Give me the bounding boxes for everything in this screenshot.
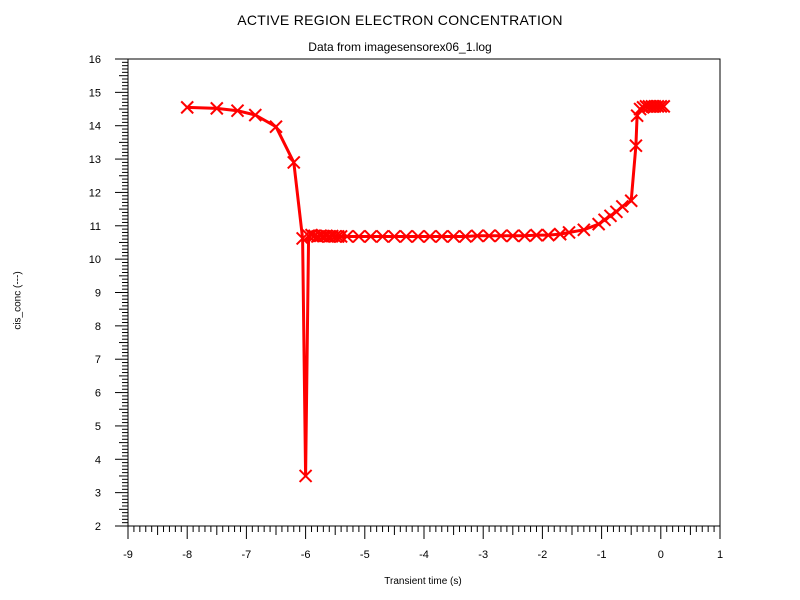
data-point-marker (529, 228, 544, 242)
y-tick-label: 7 (95, 354, 101, 366)
x-tick-label: -3 (478, 549, 488, 561)
y-tick-label: 10 (89, 254, 101, 266)
y-axis-label: cis_conc (---) (12, 271, 24, 330)
data-point-marker (364, 229, 378, 244)
x-tick-label: 0 (658, 549, 664, 561)
data-point-marker (458, 229, 473, 244)
x-tick-label: -9 (123, 549, 133, 561)
data-point-marker (387, 229, 402, 244)
data-point-marker (494, 229, 508, 243)
data-point-marker (446, 229, 461, 244)
x-axis: -9 -8 -7 -6 -5 -4 -3 -2 -1 0 1 (123, 526, 723, 561)
data-point-marker (248, 108, 262, 122)
data-point-marker (411, 229, 425, 244)
y-tick-label: 15 (89, 87, 101, 99)
x-tick-label: 1 (717, 549, 723, 561)
data-point-marker (375, 229, 390, 244)
series-line (187, 104, 664, 478)
data-point-marker (470, 229, 484, 243)
data-point-marker (435, 229, 449, 244)
data-point-marker (340, 229, 354, 244)
data-point-marker (334, 229, 348, 244)
y-tick-label: 9 (95, 288, 101, 300)
data-point-marker (230, 103, 245, 118)
data-point-marker (269, 120, 283, 134)
data-point-marker (399, 229, 413, 244)
x-tick-label: -8 (182, 549, 192, 561)
y-tick-label: 5 (95, 421, 101, 433)
x-axis-label: Transient time (s) (384, 576, 462, 587)
data-point-marker (562, 225, 576, 240)
data-point-marker (591, 217, 606, 231)
y-axis: 2 3 4 5 6 7 8 9 10 11 12 13 14 15 16 (89, 54, 128, 533)
data-point-marker (597, 213, 612, 227)
data-point-marker (328, 229, 342, 244)
data-point-marker (657, 99, 671, 114)
y-tick-label: 8 (95, 321, 101, 333)
data-point-marker (615, 199, 630, 214)
data-point-marker (603, 209, 618, 223)
y-tick-label: 11 (90, 221, 101, 233)
chart-title: ACTIVE REGION ELECTRON CONCENTRATION (237, 12, 563, 28)
plot-frame (127, 58, 721, 527)
y-tick-label: 12 (89, 187, 101, 199)
x-tick-label: -7 (242, 549, 252, 561)
data-series (180, 99, 671, 483)
data-point-marker (352, 229, 366, 244)
x-tick-label: -4 (419, 549, 429, 561)
y-tick-label: 4 (95, 454, 101, 466)
data-point-marker (180, 100, 194, 115)
y-tick-label: 2 (95, 521, 101, 533)
y-tick-label: 6 (95, 388, 101, 400)
data-point-marker (506, 229, 520, 243)
y-tick-label: 13 (89, 154, 101, 166)
y-tick-label: 16 (89, 54, 101, 66)
data-point-marker (577, 223, 591, 237)
data-point-marker (287, 155, 301, 170)
data-point-marker (482, 229, 496, 243)
data-point-marker (654, 99, 668, 114)
chart-subtitle: Data from imagesensorex06_1.log (308, 40, 492, 54)
x-tick-label: -6 (301, 549, 311, 561)
x-tick-label: -1 (597, 549, 607, 561)
x-tick-label: -2 (538, 549, 548, 561)
data-point-marker (210, 101, 224, 116)
data-point-marker (517, 229, 532, 243)
data-point-marker (624, 194, 638, 208)
y-tick-label: 14 (89, 121, 101, 133)
data-point-marker (541, 228, 556, 242)
data-point-marker (298, 469, 313, 483)
data-point-marker (423, 229, 437, 244)
data-point-marker (629, 139, 643, 153)
x-tick-label: -5 (360, 549, 370, 561)
y-tick-label: 3 (95, 488, 101, 500)
data-point-marker (651, 99, 665, 114)
